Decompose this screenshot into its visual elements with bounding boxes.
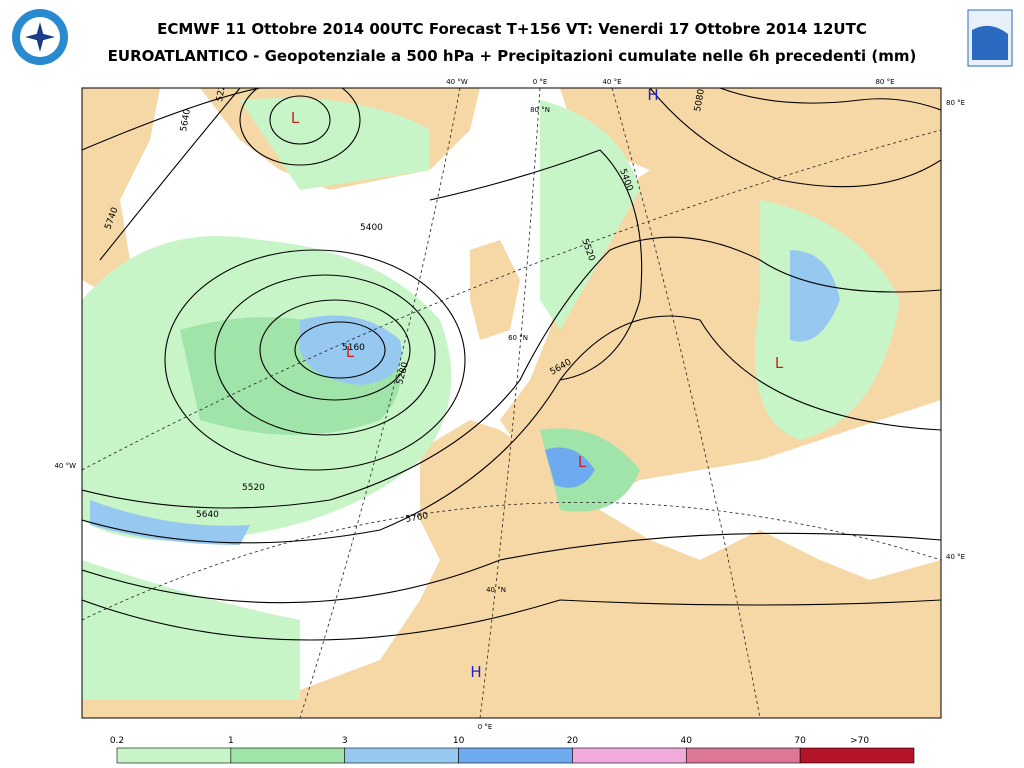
pressure-center: H bbox=[470, 663, 481, 681]
contour-line bbox=[82, 315, 941, 544]
coordinate-label: 40 °E bbox=[602, 78, 621, 86]
contour-line bbox=[82, 599, 941, 641]
legend-label: 1 bbox=[228, 736, 234, 746]
logo-compass bbox=[25, 22, 55, 52]
contour-label: 5520 bbox=[242, 483, 265, 493]
contours bbox=[82, 88, 941, 641]
legend-label: 0.2 bbox=[110, 736, 124, 746]
contour-line bbox=[164, 249, 466, 471]
land-british-isles bbox=[470, 240, 520, 340]
legend-swatch bbox=[458, 747, 573, 764]
contour-label: 5640 bbox=[179, 108, 193, 133]
contour-label: 5640 bbox=[196, 510, 219, 520]
pressure-center: L bbox=[775, 354, 784, 372]
pressure-center: L bbox=[291, 109, 300, 127]
legend-swatch bbox=[230, 747, 346, 764]
contour-line bbox=[82, 236, 941, 509]
legend-label: 3 bbox=[342, 736, 348, 746]
legend-label: 40 bbox=[681, 736, 693, 746]
coordinate-label: 40 °N bbox=[486, 586, 506, 594]
precip-area bbox=[240, 98, 430, 190]
coordinate-label: 40 °W bbox=[54, 462, 76, 470]
coordinate-label: 40 °E bbox=[946, 553, 965, 561]
parallel bbox=[82, 501, 941, 621]
coordinate-label: 80 °N bbox=[530, 106, 550, 114]
legend-swatch bbox=[344, 747, 459, 764]
logo-wave bbox=[972, 25, 1008, 60]
coordinate-label: 0 °E bbox=[533, 78, 548, 86]
land-canada bbox=[82, 88, 160, 290]
pressure-center: L bbox=[578, 453, 587, 471]
map-frame bbox=[81, 87, 942, 719]
contour-line bbox=[239, 88, 361, 166]
contour-label: 5760 bbox=[405, 511, 430, 525]
legend-swatch bbox=[685, 747, 801, 764]
contour-line bbox=[429, 149, 643, 381]
contour-line bbox=[99, 88, 241, 261]
contour-line bbox=[82, 88, 261, 151]
legend-swatch bbox=[799, 747, 915, 764]
map-title: ECMWF 11 Ottobre 2014 00UTC Forecast T+1… bbox=[157, 20, 867, 38]
contour-line bbox=[294, 321, 386, 379]
land-africa-south-europe bbox=[82, 420, 941, 718]
contour-line bbox=[259, 299, 411, 401]
coordinate-label: 60 °N bbox=[508, 334, 528, 342]
logo-left bbox=[12, 9, 68, 65]
contour-label: 5220 bbox=[215, 78, 229, 103]
legend-swatch bbox=[572, 747, 687, 764]
coordinate-label: 0 °E bbox=[478, 723, 493, 731]
coordinate-label: 80 °E bbox=[946, 99, 965, 107]
map-subtitle: EUROATLANTICO - Geopotenziale a 500 hPa … bbox=[108, 47, 917, 65]
contour-label: 5400 bbox=[360, 223, 383, 233]
pressure-centers: L L L L H H bbox=[291, 86, 784, 681]
precip-legend: 0.2 1 3 10 20 40 70 >70 bbox=[110, 736, 915, 764]
coordinate-label: 80 °E bbox=[875, 78, 894, 86]
meridian bbox=[611, 88, 761, 718]
precip-area bbox=[790, 250, 840, 342]
precip-area bbox=[540, 100, 640, 330]
precip-area bbox=[545, 447, 595, 488]
legend-label: 70 bbox=[794, 736, 806, 746]
contour-label: 5160 bbox=[342, 343, 365, 353]
contour-line bbox=[269, 95, 331, 145]
contour-line bbox=[82, 532, 941, 604]
coordinate-labels: 40 °W 0 °E 40 °E 80 °E 80 °E 80 °N 60 °N… bbox=[54, 78, 965, 731]
legend-label: 20 bbox=[567, 736, 579, 746]
map-area: 5220 5640 5740 5400 5160 5280 5520 5640 … bbox=[82, 78, 941, 718]
graticule bbox=[82, 88, 941, 718]
legend-swatch bbox=[116, 747, 232, 764]
contour-line bbox=[719, 88, 941, 111]
logo-right bbox=[967, 9, 1013, 67]
pressure-center: H bbox=[647, 86, 658, 104]
pressure-center: L bbox=[346, 343, 355, 361]
coordinate-label: 40 °W bbox=[446, 78, 468, 86]
contour-label: 5080 bbox=[693, 88, 707, 113]
meridian bbox=[479, 88, 541, 718]
legend-label: >70 bbox=[850, 736, 869, 746]
precip-area bbox=[90, 500, 250, 545]
contour-line bbox=[214, 274, 436, 436]
legend-label: 10 bbox=[453, 736, 465, 746]
contour-line bbox=[649, 88, 941, 188]
parallel bbox=[82, 129, 941, 471]
